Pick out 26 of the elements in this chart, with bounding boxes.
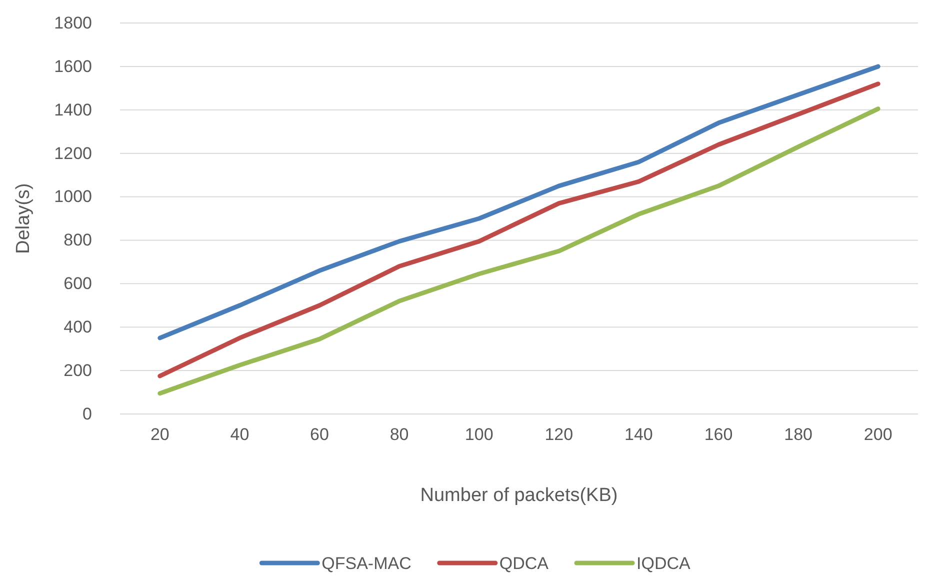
x-axis-title: Number of packets(KB): [420, 485, 618, 506]
x-tick-label: 100: [464, 425, 494, 444]
x-tick-label: 200: [864, 425, 892, 444]
y-tick-label: 1600: [54, 56, 92, 76]
legend-label: QDCA: [499, 554, 550, 573]
x-tick-label: 140: [624, 425, 653, 444]
x-tick-label: 20: [150, 425, 170, 444]
x-tick-label: 60: [310, 425, 329, 444]
x-tick-label: 180: [784, 425, 812, 444]
line-series: [158, 64, 880, 340]
y-tick-label: 1000: [54, 187, 92, 206]
y-tick-label: 0: [82, 404, 92, 424]
y-tick-label: 400: [64, 318, 92, 337]
x-tick-label: 80: [390, 425, 409, 444]
y-tick-label: 600: [64, 274, 92, 294]
y-axis-title: Delay(s): [13, 183, 34, 254]
x-tick-label: 40: [230, 425, 250, 444]
y-tick-label: 1200: [54, 144, 92, 163]
legend-label: QFSA-MAC: [322, 554, 412, 573]
legend-label: IQDCA: [636, 554, 692, 573]
y-tick-label: 1400: [54, 100, 92, 120]
y-tick-label: 1800: [54, 13, 92, 32]
y-tick-label: 800: [64, 230, 92, 250]
x-tick-label: 160: [704, 425, 733, 444]
x-tick-label: 120: [544, 425, 574, 444]
y-tick-label: 200: [64, 360, 92, 380]
